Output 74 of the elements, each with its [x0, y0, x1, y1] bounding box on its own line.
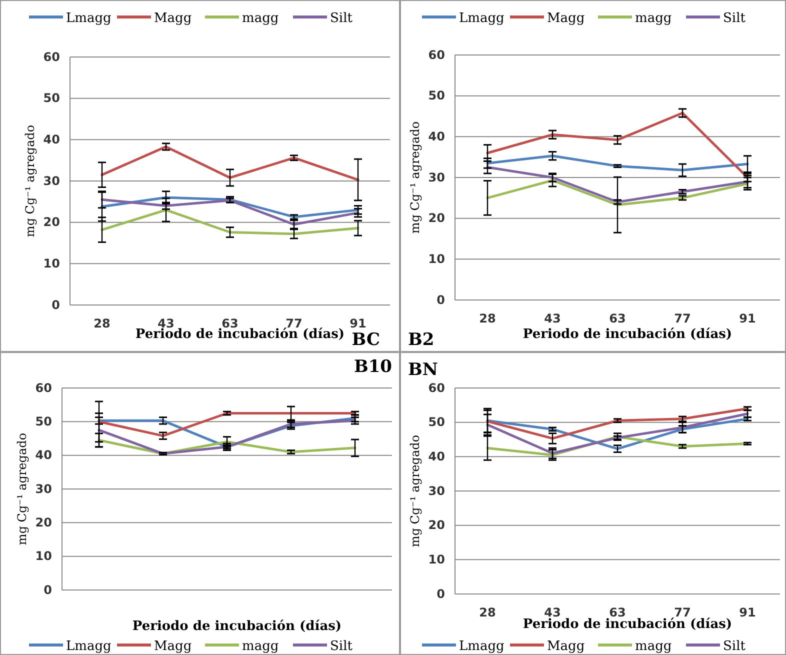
y-tick-label: 0 — [44, 582, 52, 597]
y-tick-label: 30 — [35, 482, 52, 496]
y-axis-title: mg Cg⁻¹ agregado — [23, 124, 37, 238]
legend-label: Lmagg — [459, 639, 504, 654]
y-tick-label: 30 — [43, 174, 60, 188]
y-tick-label: 20 — [428, 518, 445, 532]
x-tick-label: 91 — [739, 606, 756, 620]
legend-label: Silt — [723, 639, 746, 654]
y-tick-label: 0 — [436, 292, 445, 307]
text: B2 — [408, 330, 434, 350]
y-tick-label: 20 — [43, 215, 60, 230]
x-tick-label: 43 — [544, 312, 561, 326]
line-series — [486, 154, 749, 172]
line-series — [98, 419, 356, 455]
y-axis-title: mg Cg⁻¹ agregado — [408, 121, 422, 234]
x-axis-title: Periodo de incubación (días) — [132, 619, 342, 634]
x-tick-label: 77 — [674, 312, 691, 326]
legend-label: magg — [635, 11, 672, 26]
y-tick-label: 60 — [35, 380, 52, 395]
x-axis-title: Periodo de incubación (días) — [522, 327, 732, 342]
x-tick-label: 28 — [479, 606, 496, 620]
legend-label: Silt — [330, 639, 354, 654]
x-tick-label: 77 — [674, 606, 691, 620]
legend-label: Lmagg — [459, 11, 504, 26]
chart-title: B10 — [354, 357, 392, 377]
y-tick-label: 50 — [428, 415, 445, 430]
legend-label: Silt — [330, 11, 354, 26]
text: BC — [352, 330, 380, 350]
x-tick-label: 28 — [479, 312, 496, 326]
x-tick-label: 63 — [609, 606, 626, 620]
legend-label: magg — [242, 639, 279, 654]
legend-label: Lmagg — [66, 639, 112, 654]
y-tick-label: 40 — [428, 130, 445, 144]
legend-label: Silt — [723, 11, 746, 26]
line-series — [486, 166, 749, 204]
x-tick-label: 28 — [94, 316, 110, 331]
line-series — [486, 407, 749, 440]
chart-title: BN — [408, 360, 438, 380]
y-axis-title: mg Cg⁻¹ agregado — [15, 432, 29, 546]
y-tick-label: 20 — [35, 516, 52, 530]
legend-label: Magg — [154, 639, 192, 654]
y-tick-label: 50 — [428, 88, 445, 103]
y-tick-label: 0 — [436, 586, 445, 601]
y-tick-label: 60 — [43, 50, 60, 64]
y-tick-label: 10 — [428, 552, 445, 567]
y-tick-label: 0 — [52, 298, 60, 312]
legend-label: magg — [635, 639, 672, 654]
x-tick-label: 91 — [350, 316, 366, 331]
line-series — [100, 145, 360, 182]
y-tick-label: 30 — [428, 170, 445, 184]
legend-label: Magg — [154, 11, 192, 26]
y-tick-label: 40 — [35, 448, 52, 462]
x-tick-label: 91 — [739, 312, 756, 326]
y-tick-label: 10 — [428, 252, 445, 266]
line-series — [100, 198, 360, 226]
y-tick-label: 40 — [43, 132, 60, 147]
x-axis-title: Periodo de incubación (días) — [522, 617, 732, 632]
y-axis-title: mg Cg⁻¹ agregado — [408, 434, 422, 548]
y-tick-label: 60 — [428, 380, 445, 395]
line-series — [100, 208, 360, 236]
y-tick-label: 10 — [35, 549, 52, 564]
legend-label: Magg — [547, 11, 585, 26]
legend-label: Magg — [547, 639, 585, 654]
y-tick-label: 30 — [428, 484, 445, 498]
y-tick-label: 50 — [43, 91, 60, 106]
y-tick-label: 20 — [428, 211, 445, 226]
legend-label: Lmagg — [66, 11, 112, 26]
x-tick-label: 63 — [609, 312, 626, 326]
y-tick-label: 40 — [428, 450, 445, 464]
y-tick-label: 50 — [35, 414, 52, 429]
legend-label: magg — [242, 11, 279, 26]
y-tick-label: 60 — [428, 48, 445, 62]
y-tick-label: 10 — [43, 256, 60, 271]
line-series — [486, 179, 749, 206]
